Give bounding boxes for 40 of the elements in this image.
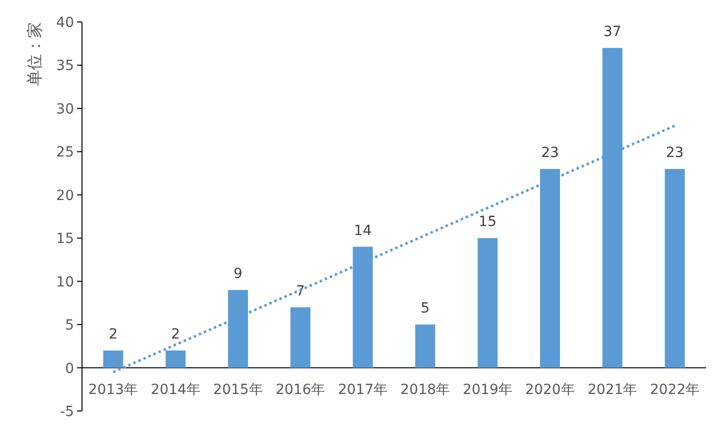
x-tick-label: 2018年 bbox=[400, 382, 450, 398]
y-tick-label: 15 bbox=[56, 231, 74, 248]
data-label: 2 bbox=[171, 326, 180, 342]
bar bbox=[103, 350, 124, 368]
x-tick-label: 2014年 bbox=[150, 382, 200, 398]
bar bbox=[540, 168, 560, 368]
bar bbox=[664, 168, 685, 368]
y-tick-label: 25 bbox=[56, 144, 74, 161]
x-tick-label: 2021年 bbox=[588, 382, 638, 398]
data-label: 14 bbox=[354, 222, 372, 239]
x-tick-label: 2020年 bbox=[525, 382, 575, 398]
x-tick-label: 2015年 bbox=[213, 382, 263, 398]
x-tick-label: 2019年 bbox=[462, 382, 512, 398]
data-label: 5 bbox=[420, 300, 430, 317]
bar bbox=[166, 350, 186, 368]
y-axis-title: 单位：家 bbox=[25, 22, 44, 86]
data-label: 9 bbox=[234, 266, 242, 282]
bar bbox=[352, 246, 373, 368]
y-tick-label: -5 bbox=[60, 404, 74, 420]
x-tick-label: 2022年 bbox=[650, 382, 700, 398]
y-tick-label: 5 bbox=[65, 318, 74, 334]
x-tick-label: 2016年 bbox=[276, 382, 326, 398]
bar bbox=[290, 307, 310, 368]
y-tick-label: 35 bbox=[56, 58, 74, 74]
bar bbox=[602, 48, 622, 368]
y-tick-label: 10 bbox=[56, 274, 74, 290]
x-tick-label: 2017年 bbox=[338, 382, 388, 398]
y-tick-label: 0 bbox=[65, 360, 74, 377]
y-tick-label: 30 bbox=[56, 101, 74, 118]
x-tick-label: 2013年 bbox=[88, 382, 138, 398]
bar bbox=[478, 238, 498, 368]
bar bbox=[228, 290, 248, 368]
bar bbox=[415, 324, 436, 368]
data-label: 2 bbox=[108, 326, 118, 342]
y-tick-label: 20 bbox=[56, 188, 74, 204]
data-label: 37 bbox=[603, 24, 622, 40]
data-label: 23 bbox=[541, 144, 559, 161]
y-tick-label: 40 bbox=[56, 15, 74, 31]
data-label: 15 bbox=[478, 214, 497, 230]
data-label: 23 bbox=[666, 144, 684, 161]
